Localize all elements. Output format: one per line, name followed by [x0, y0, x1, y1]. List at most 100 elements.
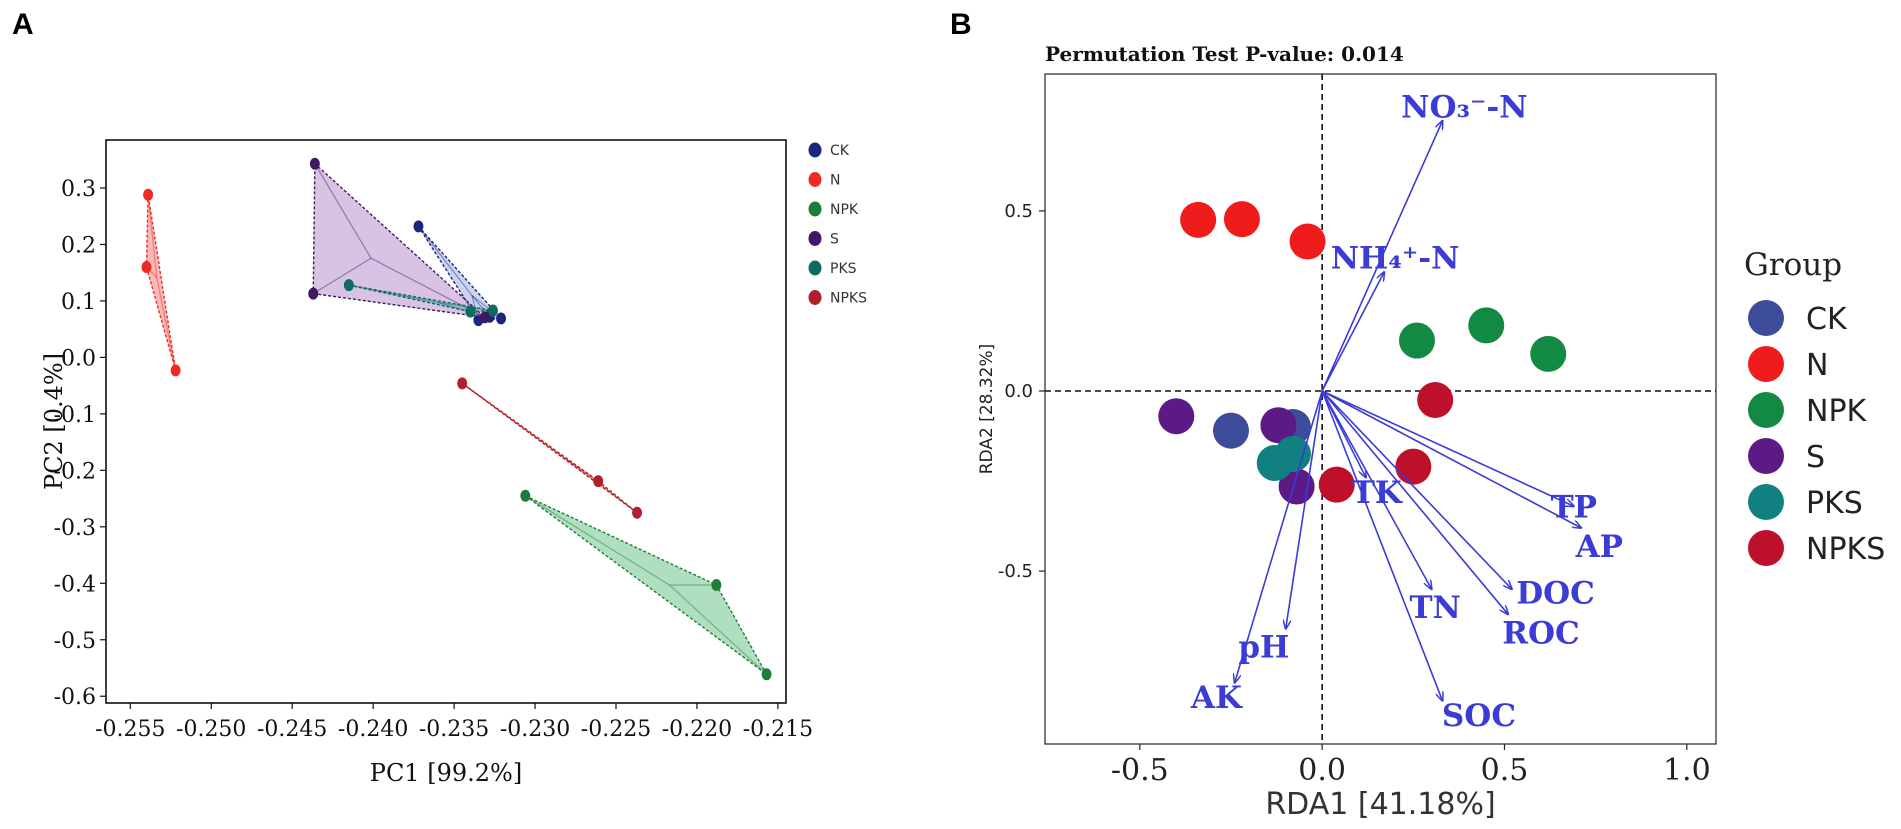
rda-vector-doc: DOC — [1321, 390, 1595, 612]
rda-vector-soc: SOC — [1321, 390, 1516, 734]
rda-vector-roc: ROC — [1321, 390, 1580, 651]
rda-legend-label-n: N — [1806, 348, 1828, 383]
pca-spider-line — [418, 226, 473, 296]
rda-point-s — [1260, 407, 1297, 444]
pca-spider-line — [565, 458, 599, 482]
rda-x-tick-label: -0.5 — [1111, 753, 1169, 788]
rda-vector-tn: TN — [1321, 390, 1461, 626]
rda-point-ck — [1212, 412, 1249, 449]
pca-spider-line — [565, 458, 638, 514]
rda-point-n — [1289, 223, 1326, 260]
rda-group-pks — [1256, 436, 1311, 482]
rda-vector-label: AK — [1190, 680, 1243, 716]
pca-point-ck — [496, 312, 507, 325]
panel-b-label: B — [950, 8, 972, 41]
rda-vector-label: pH — [1238, 630, 1289, 666]
pca-group-ck — [413, 220, 507, 327]
pca-x-tick-label: -0.230 — [500, 717, 570, 742]
rda-point-n — [1223, 201, 1260, 238]
pca-chart: -0.255 -0.250 -0.245 -0.240 -0.235 -0.230 -0.2… — [40, 139, 867, 787]
pca-x-tick-label: -0.255 — [95, 717, 165, 742]
rda-point-npk — [1530, 335, 1567, 372]
pca-legend-marker-npks — [808, 290, 822, 305]
pca-spider-line — [525, 495, 670, 586]
rda-legend-title: Group — [1744, 247, 1842, 283]
pca-group-pks — [343, 279, 498, 318]
pca-group-npk — [520, 489, 772, 681]
rda-vector-arrow — [1235, 390, 1323, 683]
pca-spider-line — [348, 284, 438, 304]
rda-group-npks — [1318, 381, 1454, 503]
pca-y-tick-label: -0.5 — [54, 629, 96, 654]
pca-point-ck — [413, 220, 424, 233]
rda-vector-label: NH₄⁺-N — [1331, 241, 1460, 277]
rda-vector-arrow — [1321, 390, 1574, 506]
rda-x-tick-label: 0.5 — [1481, 753, 1529, 788]
rda-vector-arrow — [1321, 390, 1431, 589]
rda-legend-label-pks: PKS — [1806, 486, 1863, 521]
pca-spider-line — [147, 194, 158, 278]
pca-group-npks — [457, 377, 643, 519]
pca-group-n — [141, 188, 181, 377]
pca-x-tick-label: -0.245 — [257, 717, 327, 742]
rda-point-npks — [1395, 448, 1432, 485]
pca-spider-line — [312, 257, 372, 295]
pca-spider-line — [314, 163, 372, 259]
pca-legend-label-n: N — [830, 173, 840, 189]
pca-legend-label-pks: PKS — [830, 261, 857, 277]
pca-spider-line — [437, 301, 471, 313]
pca-legend-marker-ck — [808, 142, 822, 158]
pca-point-s — [479, 311, 490, 324]
pca-spider-line — [437, 301, 494, 312]
rda-point-npks — [1318, 466, 1355, 503]
rda-vector-label: TK — [1352, 475, 1403, 511]
rda-x-tick-label: 0.0 — [1298, 753, 1346, 788]
pca-legend-label-s: S — [830, 232, 839, 248]
rda-x-axis-label: RDA1 [41.18%] — [1265, 787, 1495, 822]
rda-vector-label: NO₃⁻-N — [1401, 89, 1527, 125]
pca-x-tick-label: -0.250 — [176, 717, 246, 742]
pca-y-tick-label: -0.4 — [54, 572, 96, 597]
pca-point-n — [170, 364, 181, 377]
pca-point-npk — [520, 489, 531, 502]
pca-legend-marker-n — [808, 172, 822, 187]
pca-point-pks — [465, 305, 476, 318]
pca-spider-line — [156, 277, 177, 371]
rda-vector-label: DOC — [1516, 576, 1595, 612]
pca-point-n — [141, 261, 152, 274]
pca-legend-marker-s — [808, 231, 822, 246]
rda-vector-arrow — [1321, 390, 1442, 701]
pca-y-axis-label: PC2 [0.4%] — [40, 353, 68, 490]
pca-hull-npk — [524, 495, 768, 675]
pca-x-tick-label: -0.220 — [662, 717, 732, 742]
pca-legend-label-npk: NPK — [830, 202, 859, 218]
rda-y-tick-label: -0.5 — [998, 561, 1033, 582]
rda-vector-arrow — [1321, 390, 1508, 614]
pca-legend-marker-npk — [808, 201, 822, 217]
pca-group-s — [308, 157, 490, 324]
pca-spider-line — [669, 584, 767, 675]
pca-point-pks — [487, 304, 498, 317]
rda-vector-no-n: NO₃⁻-N — [1321, 89, 1528, 392]
pca-y-tick-label: 0.1 — [61, 290, 96, 315]
rda-point-npks — [1417, 381, 1454, 418]
pca-x-axis-label: PC1 [99.2%] — [370, 759, 522, 787]
rda-vector-label: ROC — [1502, 615, 1579, 651]
rda-vector-arrow — [1286, 390, 1323, 629]
pca-legend-label-ck: CK — [830, 143, 850, 159]
rda-vector-label: TP — [1551, 489, 1597, 525]
rda-legend-label-npk: NPK — [1806, 394, 1868, 429]
pca-y-tick-label: 0.0 — [61, 346, 96, 371]
rda-y-tick-label: 0.5 — [1004, 201, 1033, 222]
pca-point-s — [309, 157, 320, 170]
pca-x-tick-label: -0.235 — [419, 717, 489, 742]
rda-vector-tp: TP — [1321, 390, 1597, 525]
pca-plot-frame — [105, 139, 787, 704]
pca-point-s — [308, 287, 319, 300]
rda-vector-label: TN — [1409, 590, 1460, 626]
rda-group-n — [1180, 201, 1326, 260]
pca-hull-pks — [348, 284, 494, 313]
rda-vector-nh-n: NH₄⁺-N — [1321, 241, 1460, 392]
pca-y-tick-label: -0.3 — [54, 516, 96, 541]
